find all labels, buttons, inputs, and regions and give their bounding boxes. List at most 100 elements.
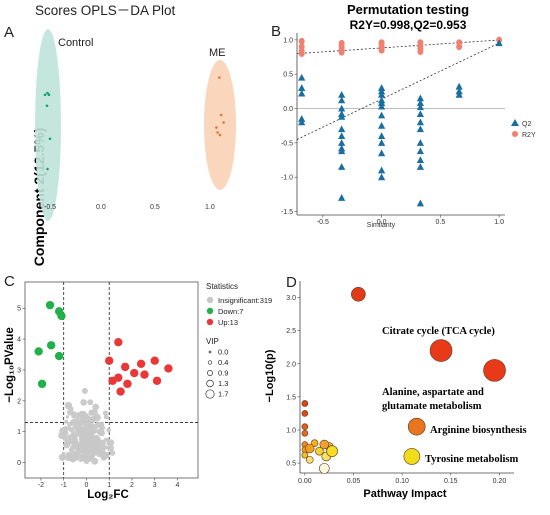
insignificant-point: [64, 426, 68, 430]
up-point: [130, 368, 139, 378]
panel-d: D 0.00 0.05 0.10 0.15 0.20 0.5 1.0 1.5 2.0 2.5 3.0…: [264, 274, 527, 500]
insignificant-point: [70, 419, 77, 426]
panel-a: A Scores OPLS－DA Plot Component 2(12.5%)…: [4, 3, 236, 266]
panel-d-y-tick: 3.0: [286, 295, 296, 302]
legend-vip-title: VIP: [206, 337, 219, 346]
legend-insignificant-marker: [206, 296, 214, 304]
pathway-point: [351, 286, 366, 302]
pathway-point: [301, 451, 309, 459]
panel-b-x-tick: 1.0: [494, 219, 504, 226]
insignificant-point: [64, 419, 69, 424]
q2-point: [416, 199, 424, 207]
q2-point: [338, 132, 346, 140]
panel-d-x-tick: 0.05: [347, 478, 361, 485]
control-point: [45, 104, 49, 108]
insignificant-point: [78, 444, 84, 451]
q2-point: [416, 139, 424, 146]
q2-point: [298, 118, 306, 126]
q2-point: [416, 125, 424, 133]
me-group-label: ME: [209, 47, 226, 59]
legend-vip-label: 0.0: [218, 348, 228, 357]
up-point: [150, 356, 159, 365]
insignificant-point: [93, 413, 101, 422]
pathway-point: [315, 446, 324, 456]
insignificant-point: [69, 427, 75, 433]
insignificant-point: [87, 399, 94, 406]
q2-point: [495, 39, 503, 47]
q2-point: [455, 91, 463, 98]
insignificant-point: [80, 428, 86, 434]
q2-point: [416, 103, 424, 111]
panel-d-x-tick: 0.15: [444, 478, 458, 485]
panel-b-title: Permutation testing: [347, 2, 469, 17]
q2-point: [378, 132, 386, 140]
legend-down-marker: [206, 307, 214, 315]
insignificant-point: [79, 420, 86, 426]
up-point: [120, 362, 130, 372]
down-point: [34, 347, 43, 356]
control-point: [46, 167, 49, 171]
pathway-point: [319, 439, 330, 450]
q2-point: [378, 111, 386, 119]
legend-vip-marker: [208, 350, 212, 354]
panel-b-points: [298, 36, 503, 207]
control-point: [48, 137, 52, 141]
pathway-annotation: Alanine, aspartate and glutamate metabol…: [382, 387, 486, 412]
q2-point: [416, 110, 424, 118]
insignificant-point: [66, 438, 72, 444]
control-point: [43, 93, 47, 97]
panel-c-x-tick: 3: [153, 482, 157, 489]
q2-point: [416, 118, 424, 126]
q2-trendline: [296, 42, 500, 140]
panel-c-y-tick: 0: [17, 460, 21, 467]
panel-c-frame: [24, 281, 199, 479]
panel-b-subtitle: R2Y=0.998,Q2=0.953: [350, 18, 467, 32]
pathway-point: [305, 455, 314, 464]
panel-c-y-tick: 5: [17, 306, 21, 313]
legend-r2y-marker: [512, 131, 518, 137]
panel-b-y-tick: -0.5: [281, 140, 293, 147]
q2-point: [338, 91, 346, 98]
insignificant-point: [93, 446, 98, 450]
insignificant-point: [82, 436, 90, 444]
q2-point: [298, 84, 306, 91]
q2-point: [338, 139, 346, 146]
panel-a-tick: 1.0: [205, 204, 215, 211]
legend-up-marker: [206, 318, 214, 326]
panel-c-x-tick: -2: [38, 482, 44, 489]
legend-vip-marker: [205, 389, 215, 399]
q2-point: [338, 96, 346, 104]
pathway-point: [319, 463, 330, 474]
q2-point: [378, 99, 386, 107]
q2-point: [416, 94, 424, 102]
q2-point: [416, 156, 424, 164]
panel-d-y-tick: 2.0: [286, 361, 296, 368]
insignificant-point: [95, 421, 100, 425]
pathway-point: [301, 423, 309, 430]
insignificant-point: [74, 446, 80, 452]
panel-b-axes: -0.5 0.0 0.5 1.0 1.0 0.5 0.0 -0.5 -1.0 -1.5: [281, 33, 505, 226]
q2-point: [338, 147, 346, 155]
down-point: [57, 311, 66, 321]
insignificant-point: [101, 451, 109, 459]
panel-c-y-tick: 4: [17, 337, 21, 344]
panel-d-y-tick: 2.5: [286, 328, 296, 335]
q2-point: [338, 163, 346, 170]
q2-point: [378, 87, 386, 95]
panel-d-y-tick: 1.5: [286, 394, 296, 401]
panel-d-label: D: [286, 274, 297, 291]
control-group-label: Control: [58, 37, 93, 49]
q2-point: [455, 82, 463, 90]
panel-d-x-tick: 0.20: [493, 478, 507, 485]
q2-point: [378, 166, 386, 174]
insignificant-point: [58, 453, 67, 461]
panel-c-points: [34, 300, 173, 465]
q2-point: [378, 84, 386, 91]
insignificant-point: [71, 435, 78, 443]
legend-vip-label: 0.4: [218, 358, 228, 367]
up-point: [152, 376, 162, 385]
panel-b-y-tick: 1.0: [283, 37, 293, 44]
panel-b: B Permutation testing R2Y=0.998,Q2=0.953…: [271, 2, 536, 229]
legend-r2y-label: R2Y: [522, 132, 536, 139]
